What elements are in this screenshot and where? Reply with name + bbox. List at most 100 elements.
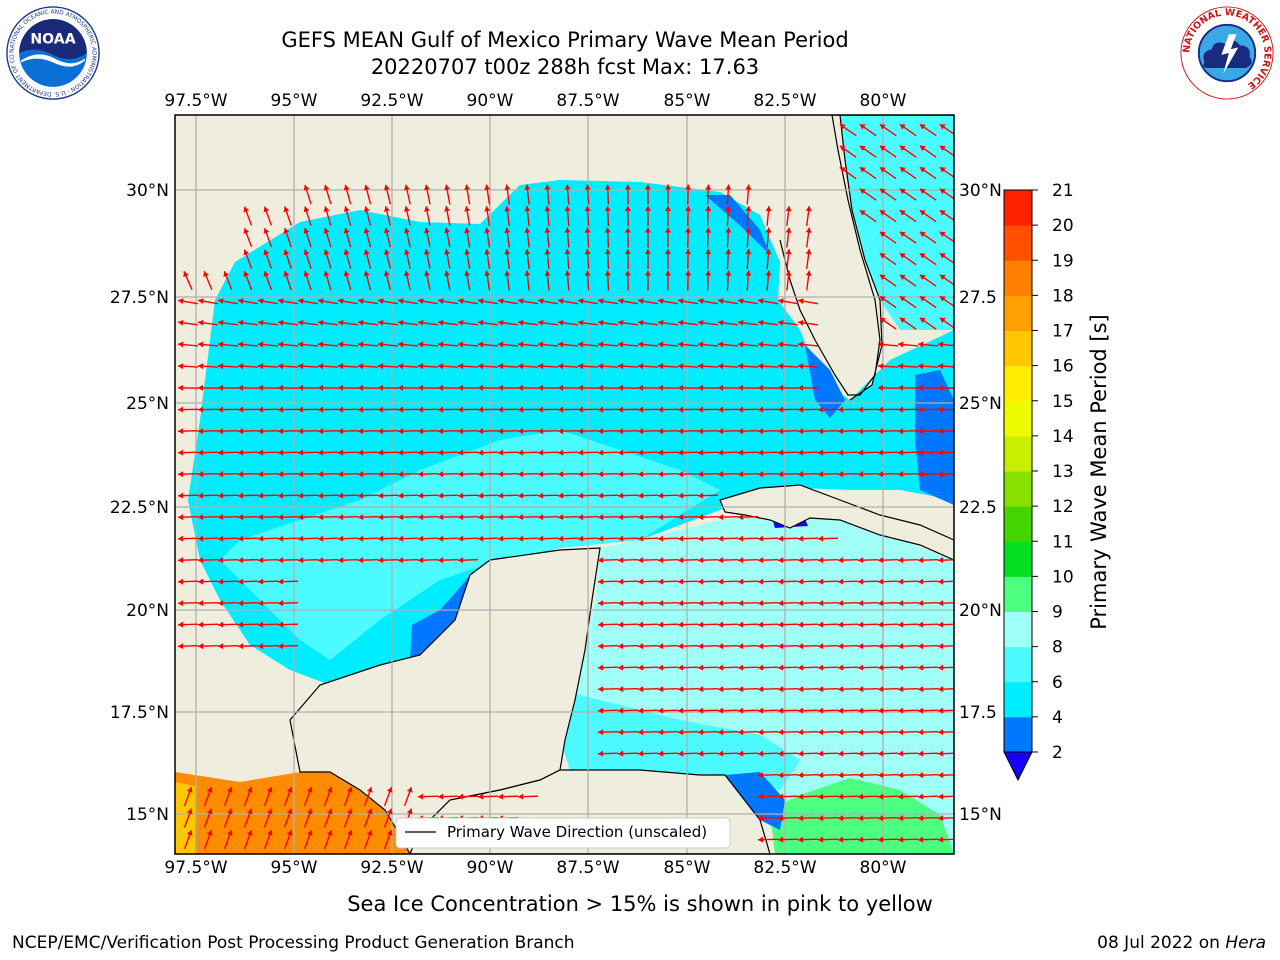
direction-arrow <box>357 449 379 456</box>
direction-arrow <box>177 578 199 585</box>
direction-arrow <box>777 384 799 391</box>
direction-arrow <box>537 428 559 435</box>
direction-arrow <box>597 514 619 521</box>
pacific-yellow <box>175 782 195 854</box>
colorbar-tick-label: 11 <box>1052 532 1074 552</box>
direction-arrow <box>697 384 719 391</box>
colorbar-extend-min <box>1003 751 1033 782</box>
lon-ticks-top: 97.5°W 95°W 92.5°W 90°W 87.5°W 85°W 82.5°W 80°W <box>164 91 906 111</box>
direction-arrow <box>544 270 551 291</box>
direction-arrow <box>777 428 799 435</box>
direction-arrow <box>657 428 679 435</box>
direction-arrow <box>617 428 639 435</box>
direction-arrow <box>464 184 471 205</box>
direction-arrow <box>577 384 599 391</box>
direction-arrow <box>477 514 499 521</box>
noaa-logo: NATIONAL OCEANIC AND ATMOSPHERIC ADMINIS… <box>6 6 100 100</box>
direction-arrow <box>917 815 939 822</box>
direction-arrow <box>504 205 511 227</box>
colorbar-tick-label: 17 <box>1052 322 1074 342</box>
direction-arrow <box>377 557 399 564</box>
colorbar-segment <box>1004 260 1032 296</box>
direction-arrow <box>437 514 459 521</box>
chart-title: GEFS MEAN Gulf of Mexico Primary Wave Me… <box>281 28 849 52</box>
direction-arrow <box>237 406 259 413</box>
direction-arrow <box>557 492 579 499</box>
direction-arrow <box>705 248 712 270</box>
direction-arrow <box>323 829 333 850</box>
direction-arrow <box>837 471 859 478</box>
direction-arrow <box>737 750 759 757</box>
direction-arrow <box>637 600 659 607</box>
direction-arrow <box>877 406 899 413</box>
direction-arrow <box>624 227 631 248</box>
direction-arrow <box>817 707 839 714</box>
direction-arrow <box>919 209 937 223</box>
direction-arrow <box>917 471 939 478</box>
colorbar-segment <box>1004 330 1032 367</box>
direction-arrow <box>417 535 439 542</box>
direction-arrow <box>837 449 859 456</box>
direction-arrow <box>517 492 539 499</box>
direction-arrow <box>725 248 732 270</box>
direction-arrow <box>457 341 479 348</box>
direction-arrow <box>277 449 299 456</box>
direction-arrow <box>805 270 812 291</box>
direction-arrow <box>685 270 692 291</box>
direction-arrow <box>277 384 299 391</box>
direction-arrow <box>717 557 739 564</box>
direction-arrow <box>797 535 819 542</box>
direction-arrow <box>897 793 919 800</box>
direction-arrow <box>637 664 659 671</box>
direction-arrow <box>197 406 219 413</box>
direction-arrow <box>737 363 759 370</box>
direction-arrow <box>725 270 732 291</box>
lon-tick-label: 82.5°W <box>753 91 816 111</box>
direction-arrow <box>417 557 439 564</box>
direction-arrow <box>677 428 699 435</box>
direction-arrow <box>877 449 899 456</box>
direction-arrow <box>237 384 259 391</box>
direction-arrow <box>937 772 954 779</box>
atlantic-water <box>838 115 954 330</box>
direction-arrow <box>243 249 253 269</box>
direction-arrow <box>564 205 571 227</box>
direction-arrow <box>217 643 239 650</box>
direction-arrow <box>677 600 699 607</box>
direction-arrow <box>879 317 897 330</box>
direction-arrow <box>498 298 518 305</box>
direction-arrow <box>457 428 479 435</box>
direction-arrow <box>217 492 239 499</box>
direction-arrow <box>777 406 799 413</box>
direction-arrow <box>597 428 619 435</box>
direction-arrow <box>517 428 539 435</box>
direction-arrow <box>657 707 679 714</box>
direction-arrow <box>317 341 339 348</box>
direction-arrow <box>917 621 939 628</box>
direction-arrow <box>705 184 712 205</box>
direction-arrow <box>899 274 917 287</box>
direction-arrow <box>597 363 619 370</box>
direction-arrow <box>757 815 779 822</box>
direction-arrow <box>785 248 792 270</box>
direction-arrow <box>337 406 359 413</box>
direction-arrow <box>757 535 779 542</box>
direction-arrow <box>817 686 839 693</box>
lon-tick-label: 87.5°W <box>556 858 619 878</box>
direction-arrow <box>899 231 917 244</box>
direction-arrow <box>817 815 839 822</box>
direction-arrow <box>897 341 919 348</box>
direction-arrow <box>177 535 199 542</box>
direction-arrow <box>897 557 919 564</box>
direction-arrow <box>357 428 379 435</box>
direction-arrow <box>777 621 799 628</box>
direction-arrow <box>817 471 839 478</box>
direction-arrow <box>717 341 739 348</box>
direction-arrow <box>899 123 917 137</box>
direction-arrow <box>745 270 752 291</box>
direction-arrow <box>383 808 393 828</box>
direction-arrow <box>897 600 919 607</box>
direction-arrow <box>357 514 379 521</box>
direction-arrow <box>377 535 399 542</box>
direction-arrow <box>377 363 399 370</box>
